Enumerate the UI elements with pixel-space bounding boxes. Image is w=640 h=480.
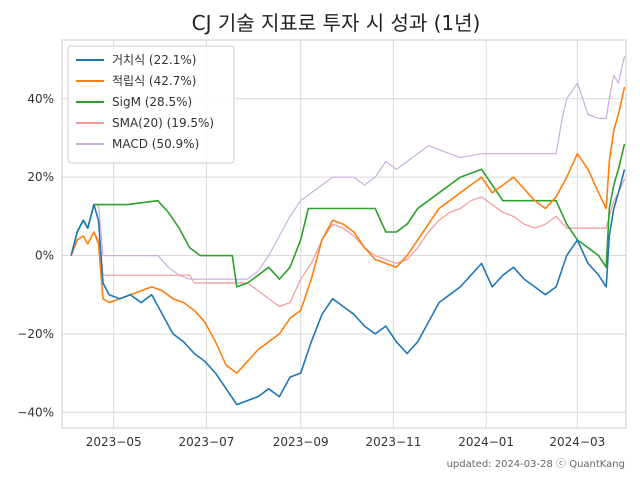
x-axis-ticks: 2023−05 2023−07 2023−09 2023−11 2024−01 2024−…: [86, 435, 606, 449]
legend-label: 적립식 (42.7%): [112, 74, 196, 88]
legend: 거치식 (22.1%) 적립식 (42.7%) SigM (28.5%) SMA(20…: [67, 45, 235, 164]
y-tick-label: −20%: [17, 327, 54, 341]
plot-frame: [61, 39, 627, 429]
legend-label: SMA(20) (19.5%): [112, 116, 214, 130]
y-tick-label: 20%: [27, 170, 54, 184]
x-tick-label: 2023−11: [365, 435, 421, 449]
legend-label: 거치식 (22.1%): [112, 53, 196, 67]
series-line-0: [70, 169, 626, 406]
chart-title: CJ 기술 지표로 투자 시 성과 (1년): [192, 11, 481, 35]
y-tick-label: 40%: [27, 92, 54, 106]
series-line-2: [70, 143, 626, 288]
x-tick-label: 2023−09: [273, 435, 329, 449]
x-tick-label: 2023−05: [86, 435, 142, 449]
y-axis-ticks: −40% −20% 0% 20% 40%: [17, 92, 54, 420]
x-tick-label: 2024−03: [549, 435, 605, 449]
y-tick-label: 0%: [35, 249, 54, 263]
series-line-1: [70, 86, 626, 374]
x-tick-label: 2023−07: [178, 435, 234, 449]
footer-note: updated: 2024-03-28 ⓒ QuantKang: [447, 458, 625, 470]
series-line-4: [70, 55, 626, 280]
legend-label: SigM (28.5%): [112, 95, 192, 109]
series-lines: [70, 55, 626, 406]
legend-label: MACD (50.9%): [112, 137, 199, 151]
legend-box: [67, 45, 235, 164]
series-line-3: [70, 178, 626, 308]
y-tick-label: −40%: [17, 405, 54, 419]
x-tick-label: 2024−01: [458, 435, 514, 449]
